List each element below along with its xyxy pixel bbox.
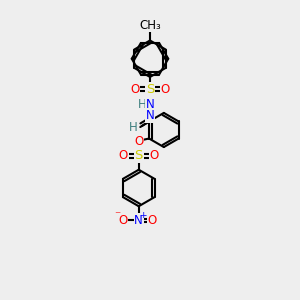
Text: N: N <box>134 214 143 227</box>
Text: S: S <box>135 149 143 162</box>
Text: H: H <box>138 98 147 111</box>
Text: O: O <box>130 83 139 96</box>
Text: O: O <box>118 214 128 227</box>
Text: O: O <box>147 214 157 227</box>
Text: S: S <box>146 83 154 96</box>
Text: O: O <box>134 135 143 148</box>
Text: O: O <box>149 149 159 162</box>
Text: O: O <box>161 83 170 96</box>
Text: ⁻: ⁻ <box>114 209 121 222</box>
Text: CH₃: CH₃ <box>139 19 161 32</box>
Text: +: + <box>140 211 147 220</box>
Text: N: N <box>146 109 154 122</box>
Text: N: N <box>146 98 154 111</box>
Text: H: H <box>129 121 138 134</box>
Text: O: O <box>119 149 128 162</box>
